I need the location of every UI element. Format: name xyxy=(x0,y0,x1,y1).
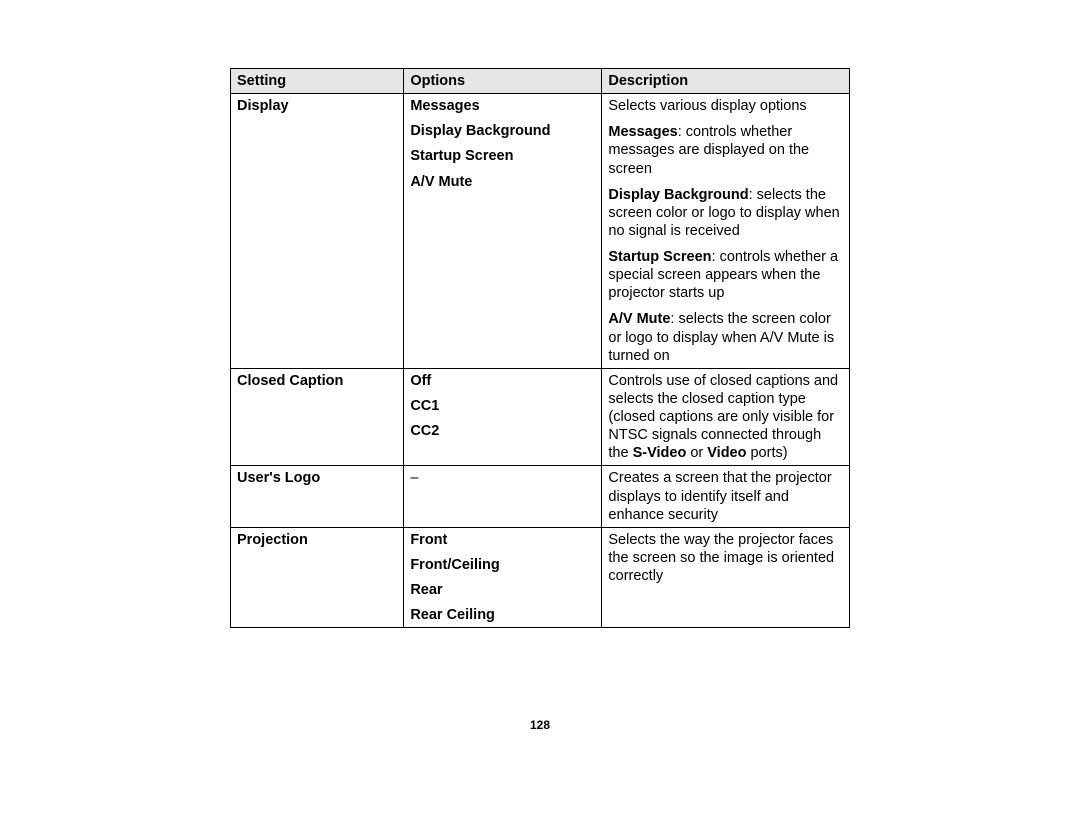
setting-closed-caption: Closed Caption xyxy=(231,368,404,466)
options-closed-caption: Off CC1 CC2 xyxy=(404,368,602,466)
desc-startup-screen-label: Startup Screen xyxy=(608,249,711,265)
desc-display-background-label: Display Background xyxy=(608,187,748,203)
table-row: User's Logo – Creates a screen that the … xyxy=(231,466,850,527)
header-setting: Setting xyxy=(231,69,404,94)
table-row: Closed Caption Off CC1 CC2 Controls use … xyxy=(231,368,850,466)
desc-cc-post: ports) xyxy=(746,445,787,461)
desc-startup-screen: Startup Screen: controls whether a speci… xyxy=(608,248,843,302)
settings-table: Setting Options Description Display Mess… xyxy=(230,68,850,628)
option-rear: Rear xyxy=(410,581,595,599)
table-row: Display Messages Display Background Star… xyxy=(231,94,850,369)
setting-users-logo: User's Logo xyxy=(231,466,404,527)
header-description: Description xyxy=(602,69,850,94)
page-number: 128 xyxy=(230,718,850,732)
setting-projection: Projection xyxy=(231,527,404,628)
desc-display-background: Display Background: selects the screen c… xyxy=(608,186,843,240)
description-display: Selects various display options Messages… xyxy=(602,94,850,369)
header-options: Options xyxy=(404,69,602,94)
option-av-mute: A/V Mute xyxy=(410,173,595,191)
option-cc2: CC2 xyxy=(410,422,595,440)
option-cc1: CC1 xyxy=(410,397,595,415)
option-display-background: Display Background xyxy=(410,122,595,140)
options-users-logo: – xyxy=(404,466,602,527)
table-row: Projection Front Front/Ceiling Rear Rear… xyxy=(231,527,850,628)
desc-messages: Messages: controls whether messages are … xyxy=(608,123,843,177)
options-projection: Front Front/Ceiling Rear Rear Ceiling xyxy=(404,527,602,628)
options-display: Messages Display Background Startup Scre… xyxy=(404,94,602,369)
description-users-logo: Creates a screen that the projector disp… xyxy=(602,466,850,527)
table-header-row: Setting Options Description xyxy=(231,69,850,94)
option-front: Front xyxy=(410,531,595,549)
option-messages: Messages xyxy=(410,97,595,115)
option-rear-ceiling: Rear Ceiling xyxy=(410,606,595,624)
desc-cc-video: Video xyxy=(707,445,746,461)
desc-messages-label: Messages xyxy=(608,124,677,140)
desc-cc-svideo: S-Video xyxy=(633,445,687,461)
option-front-ceiling: Front/Ceiling xyxy=(410,556,595,574)
description-closed-caption: Controls use of closed captions and sele… xyxy=(602,368,850,466)
desc-av-mute: A/V Mute: selects the screen color or lo… xyxy=(608,310,843,364)
desc-intro: Selects various display options xyxy=(608,97,843,115)
description-projection: Selects the way the projector faces the … xyxy=(602,527,850,628)
option-startup-screen: Startup Screen xyxy=(410,147,595,165)
desc-cc-mid: or xyxy=(686,445,707,461)
option-off: Off xyxy=(410,372,595,390)
desc-av-mute-label: A/V Mute xyxy=(608,311,670,327)
setting-display: Display xyxy=(231,94,404,369)
